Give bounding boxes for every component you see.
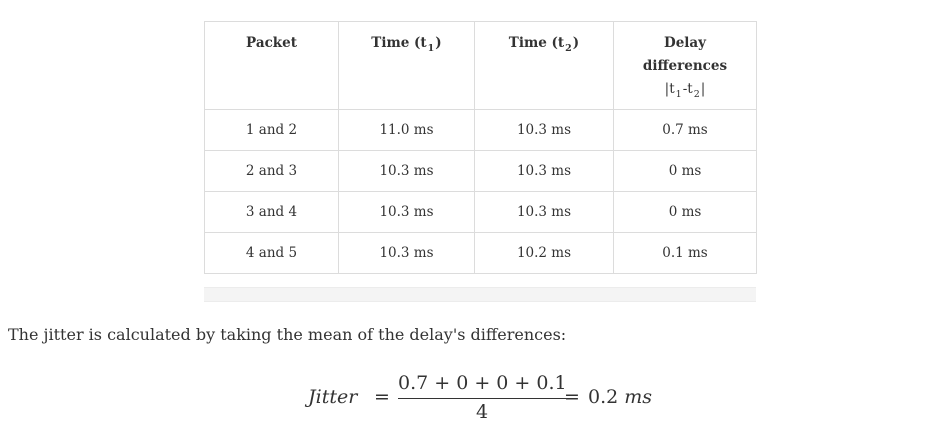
abs-mid: -t	[682, 81, 693, 97]
formula-result: 0.2 ms	[588, 386, 652, 408]
formula-result-value: 0.2	[588, 386, 619, 408]
formula-lhs: Jitter	[308, 386, 358, 408]
formula-result-unit: ms	[624, 386, 653, 408]
cell-delay-diff: 0 ms	[613, 191, 757, 233]
table-header-row: Packet Time (t1) Time (t2) Delay differe…	[204, 21, 757, 110]
cell-time-t1: 11.0 ms	[338, 109, 475, 151]
cell-delay-diff: 0 ms	[613, 150, 757, 192]
abs-sub1: 1	[675, 89, 682, 100]
cell-delay-diff: 0.1 ms	[613, 232, 757, 274]
header-delay-line2: differences	[642, 58, 728, 74]
table-row: 1 and 2 11.0 ms 10.3 ms 0.7 ms	[204, 109, 757, 151]
table-row: 2 and 3 10.3 ms 10.3 ms 0 ms	[204, 150, 757, 192]
header-time-t2-suffix: )	[572, 35, 580, 51]
formula-fraction: 0.7 + 0 + 0 + 0.1 4	[398, 372, 567, 424]
header-time-t1: Time (t1)	[338, 21, 475, 110]
abs-sub2: 2	[693, 89, 700, 100]
table-row: 3 and 4 10.3 ms 10.3 ms 0 ms	[204, 191, 757, 233]
formula-equals-2: =	[564, 386, 580, 408]
header-delay-abs-expression: |t1-t2|	[614, 78, 756, 102]
cell-time-t1: 10.3 ms	[338, 150, 475, 192]
cell-packet: 4 and 5	[204, 232, 339, 274]
cell-time-t2: 10.3 ms	[474, 191, 614, 233]
cell-time-t2: 10.3 ms	[474, 150, 614, 192]
formula-denominator: 4	[475, 401, 489, 423]
header-packet-label: Packet	[246, 35, 297, 51]
formula-fraction-bar	[398, 398, 566, 399]
header-time-t1-subscript: 1	[427, 43, 435, 54]
jitter-explanation-text: The jitter is calculated by taking the m…	[8, 325, 567, 344]
abs-close: |	[700, 81, 706, 97]
table-row: 4 and 5 10.3 ms 10.2 ms 0.1 ms	[204, 232, 757, 274]
cell-packet: 3 and 4	[204, 191, 339, 233]
cell-time-t2: 10.3 ms	[474, 109, 614, 151]
packet-delay-table: Packet Time (t1) Time (t2) Delay differe…	[204, 21, 757, 274]
abs-open: |t	[664, 81, 675, 97]
cell-time-t1: 10.3 ms	[338, 191, 475, 233]
header-delay-line1: Delay	[663, 35, 707, 51]
header-delay-differences: Delay differences |t1-t2|	[613, 21, 757, 110]
header-time-t1-label: Time (t	[371, 35, 427, 51]
header-time-t2-label: Time (t	[508, 35, 565, 51]
cell-packet: 2 and 3	[204, 150, 339, 192]
header-time-t2-subscript: 2	[565, 43, 572, 54]
formula-numerator: 0.7 + 0 + 0 + 0.1	[398, 372, 567, 394]
header-time-t2: Time (t2)	[474, 21, 614, 110]
cell-delay-diff: 0.7 ms	[613, 109, 757, 151]
header-time-t1-suffix: )	[435, 35, 442, 51]
formula-equals-1: =	[374, 386, 390, 408]
table-horizontal-scrollbar[interactable]	[204, 287, 756, 302]
cell-packet: 1 and 2	[204, 109, 339, 151]
cell-time-t2: 10.2 ms	[474, 232, 614, 274]
header-packet: Packet	[204, 21, 339, 110]
cell-time-t1: 10.3 ms	[338, 232, 475, 274]
